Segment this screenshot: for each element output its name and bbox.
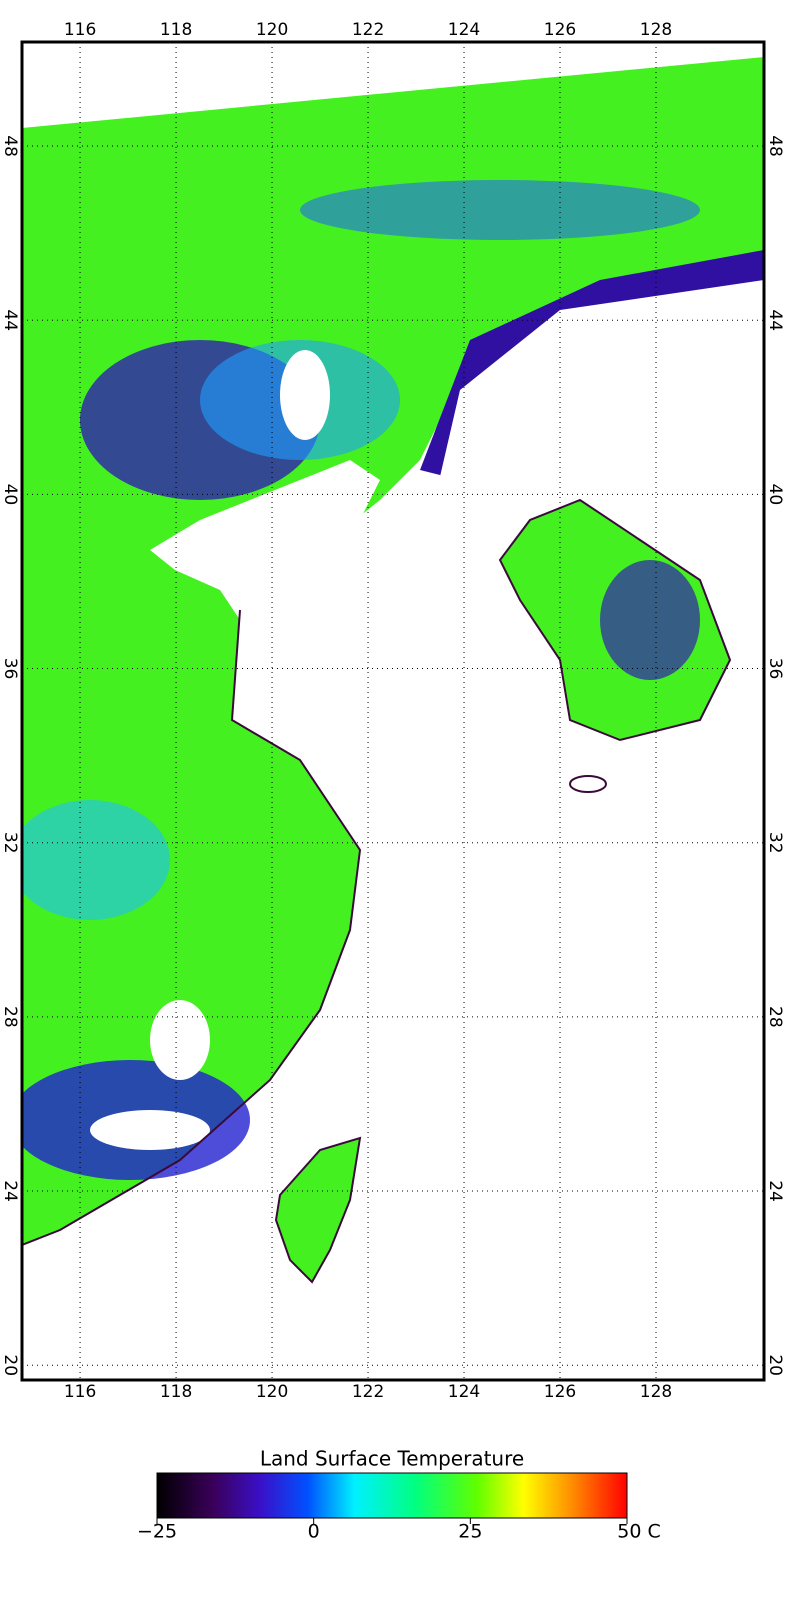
- lat-label-right: 48: [765, 135, 785, 157]
- lon-label-bottom: 128: [640, 1382, 672, 1402]
- lat-label-right: 28: [765, 1006, 785, 1028]
- cloud: [90, 1110, 210, 1150]
- lat-label-right: 20: [765, 1354, 785, 1376]
- lon-label-bottom: 124: [448, 1382, 480, 1402]
- lat-label-left: 32: [0, 832, 20, 854]
- lon-label-top: 116: [64, 20, 96, 40]
- map-frame: [20, 40, 766, 1382]
- lon-label-top: 128: [640, 20, 672, 40]
- map-image: [22, 57, 764, 1284]
- lat-label-left: 36: [0, 658, 20, 680]
- cloud: [430, 280, 764, 520]
- colorbar-tick-label: 25: [458, 1521, 482, 1543]
- lat-label-left: 40: [0, 484, 20, 506]
- cool-area: [300, 180, 700, 240]
- cloud: [280, 350, 330, 440]
- coastline: [22, 609, 362, 1246]
- colorbar-title: Land Surface Temperature: [260, 1447, 524, 1471]
- lat-label-right: 32: [765, 832, 785, 854]
- colorbar-tick-label: −25: [137, 1521, 177, 1543]
- lat-label-left: 44: [0, 309, 20, 331]
- lon-label-bottom: 122: [352, 1382, 384, 1402]
- taiwan: [274, 1136, 362, 1284]
- lat-label-left: 20: [0, 1354, 20, 1376]
- lon-label-top: 124: [448, 20, 480, 40]
- colorbar-tick-label: 0: [308, 1521, 320, 1543]
- island: [569, 775, 607, 793]
- lat-label-left: 28: [0, 1006, 20, 1028]
- cloud: [150, 1000, 210, 1080]
- lon-label-top: 126: [544, 20, 576, 40]
- cool-area: [22, 800, 170, 920]
- colorbar: [156, 1472, 628, 1519]
- lat-label-right: 44: [765, 309, 785, 331]
- lon-label-top: 118: [160, 20, 192, 40]
- lat-label-right: 24: [765, 1180, 785, 1202]
- lon-label-top: 122: [352, 20, 384, 40]
- lon-label-bottom: 126: [544, 1382, 576, 1402]
- lat-label-right: 36: [765, 658, 785, 680]
- lon-label-bottom: 120: [256, 1382, 288, 1402]
- lat-label-left: 24: [0, 1180, 20, 1202]
- lon-label-top: 120: [256, 20, 288, 40]
- lat-label-right: 40: [765, 484, 785, 506]
- sea: [150, 460, 400, 640]
- lon-label-bottom: 116: [64, 1382, 96, 1402]
- lat-label-left: 48: [0, 135, 20, 157]
- cold-area: [600, 560, 700, 680]
- colorbar-tick-label: 50 C: [617, 1521, 660, 1543]
- lon-label-bottom: 118: [160, 1382, 192, 1402]
